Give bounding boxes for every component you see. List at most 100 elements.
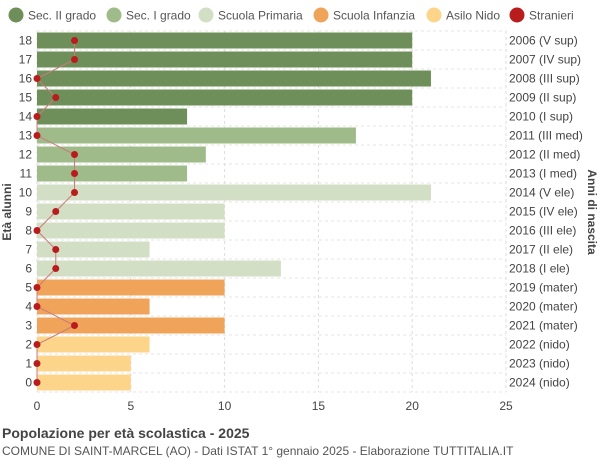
stranieri-point (71, 322, 79, 329)
y-tick-label-age: 5 (25, 281, 32, 295)
y-tick-label-age: 9 (25, 205, 32, 219)
y-tick-label-birth: 2021 (mater) (509, 319, 578, 333)
bar (37, 89, 413, 106)
y-tick-label-age: 11 (20, 167, 33, 181)
legend-swatch (509, 7, 525, 23)
stranieri-point (52, 208, 60, 215)
bar (37, 317, 225, 334)
y-tick-label-birth: 2020 (mater) (509, 300, 578, 314)
bar (37, 108, 188, 125)
stranieri-point (33, 284, 41, 291)
y-tick-label-birth: 2019 (mater) (509, 281, 578, 295)
legend-label: Asilo Nido (446, 9, 500, 23)
y-tick-label-age: 3 (25, 319, 32, 333)
stranieri-point (71, 170, 79, 177)
bar (37, 51, 413, 68)
x-tick-label: 20 (406, 399, 420, 413)
axes: 18 2006 (V sup)17 2007 (IV sup)16 2008 (III… (19, 34, 583, 414)
y-axis-label-left: Età alunni (0, 183, 14, 240)
legend-item: Sec. II grado (8, 7, 96, 23)
y-tick-label-age: 15 (19, 91, 33, 105)
legend-swatch (198, 7, 214, 23)
y-tick-label-age: 4 (25, 300, 32, 314)
bar (37, 165, 188, 182)
stranieri-point (52, 94, 60, 101)
y-tick-label-birth: 2018 (I ele) (509, 262, 570, 276)
stranieri-point (33, 132, 41, 139)
y-tick-label-birth: 2010 (I sup) (509, 110, 573, 124)
y-tick-label-age: 1 (25, 357, 32, 371)
stranieri-point (71, 189, 79, 196)
chart-title: Popolazione per età scolastica - 2025 (2, 425, 250, 441)
x-tick-label: 15 (312, 399, 326, 413)
bars (37, 32, 431, 391)
stranieri-point (33, 227, 41, 234)
chart-subtitle: COMUNE DI SAINT-MARCEL (AO) - Dati ISTAT… (2, 444, 514, 458)
legend-label: Sec. II grado (28, 9, 96, 23)
y-tick-label-birth: 2007 (IV sup) (509, 53, 581, 67)
y-tick-label-birth: 2022 (nido) (509, 338, 570, 352)
x-tick-label: 10 (218, 399, 232, 413)
stranieri-point (33, 360, 41, 367)
x-tick-label: 0 (34, 399, 41, 413)
y-tick-label-birth: 2012 (II med) (509, 148, 580, 162)
y-tick-label-age: 12 (19, 148, 33, 162)
x-tick-label: 25 (499, 399, 513, 413)
y-tick-label-age: 17 (19, 53, 33, 67)
legend-item: Stranieri (509, 7, 574, 23)
y-tick-label-birth: 2006 (V sup) (509, 34, 578, 48)
legend-swatch (8, 7, 24, 23)
y-tick-label-age: 10 (19, 186, 33, 200)
stranieri-point (33, 113, 41, 120)
legend-item: Scuola Primaria (198, 7, 303, 23)
y-tick-label-age: 8 (25, 224, 32, 238)
y-tick-label-age: 13 (19, 129, 33, 143)
x-tick-label: 5 (127, 399, 134, 413)
bar (37, 184, 431, 201)
y-tick-label-age: 2 (25, 338, 32, 352)
y-tick-label-age: 18 (19, 34, 33, 48)
y-tick-label-age: 7 (25, 243, 32, 257)
grid (36, 30, 507, 393)
y-tick-label-birth: 2013 (I med) (509, 167, 577, 181)
legend-item: Scuola Infanzia (313, 7, 415, 23)
legend-swatch (106, 7, 122, 23)
y-tick-label-birth: 2011 (III med) (509, 129, 583, 143)
y-tick-label-birth: 2014 (V ele) (509, 186, 574, 200)
bar (37, 355, 131, 372)
bar (37, 222, 225, 239)
legend-item: Asilo Nido (426, 7, 500, 23)
legend-item: Sec. I grado (106, 7, 191, 23)
stranieri-point (33, 303, 41, 310)
y-tick-label-age: 6 (25, 262, 32, 276)
bar (37, 203, 225, 220)
stranieri-point (71, 151, 79, 158)
stranieri-point (52, 265, 60, 272)
legend-label: Scuola Primaria (218, 9, 303, 23)
y-tick-label-birth: 2009 (II sup) (509, 91, 576, 105)
bar (37, 336, 150, 353)
legend: Sec. II grado Sec. I grado Scuola Primaria… (8, 7, 574, 23)
y-tick-label-age: 14 (19, 110, 33, 124)
bar (37, 127, 356, 144)
legend-label: Sec. I grado (126, 9, 191, 23)
bar (37, 32, 413, 49)
y-tick-label-birth: 2016 (III ele) (509, 224, 576, 238)
bar (37, 374, 131, 391)
stranieri-point (71, 37, 79, 44)
bar (37, 298, 150, 315)
stranieri-point (52, 246, 60, 253)
y-tick-label-birth: 2015 (IV ele) (509, 205, 578, 219)
bar (37, 260, 281, 277)
legend-swatch (426, 7, 442, 23)
y-tick-label-age: 0 (25, 376, 32, 390)
stranieri-point (33, 75, 41, 82)
stranieri-point (33, 379, 41, 386)
y-tick-label-age: 16 (19, 72, 33, 86)
bar (37, 70, 431, 87)
stranieri-series (33, 37, 79, 386)
y-tick-label-birth: 2008 (III sup) (509, 72, 580, 86)
stranieri-point (71, 56, 79, 63)
bar (37, 146, 206, 163)
